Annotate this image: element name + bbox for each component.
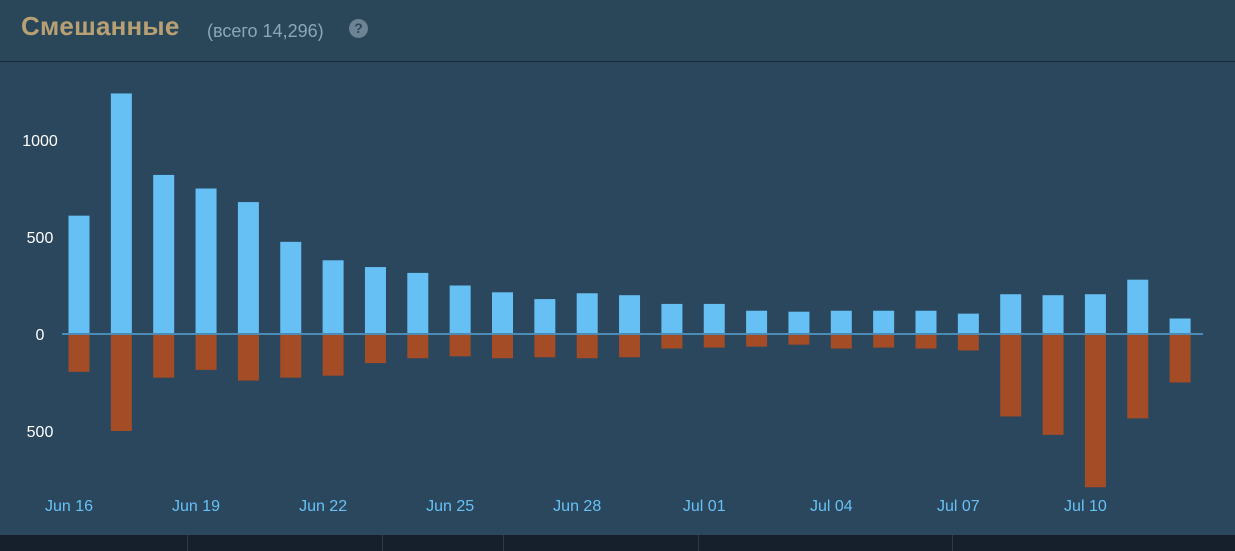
y-tick-label: 0 bbox=[36, 327, 45, 344]
x-tick-label: Jul 10 bbox=[1064, 498, 1107, 515]
x-tick-label: Jul 04 bbox=[810, 498, 853, 515]
negative-review-bar[interactable] bbox=[237, 334, 259, 381]
negative-review-bar[interactable] bbox=[407, 334, 429, 359]
y-tick-label: 1000 bbox=[22, 133, 58, 150]
negative-review-bar[interactable] bbox=[1084, 334, 1106, 488]
positive-review-bar[interactable] bbox=[195, 188, 217, 335]
negative-review-bar[interactable] bbox=[788, 334, 810, 345]
x-tick-label: Jun 22 bbox=[299, 498, 347, 515]
footer-divider bbox=[698, 535, 699, 551]
positive-review-bar[interactable] bbox=[364, 267, 386, 334]
negative-review-bar[interactable] bbox=[534, 334, 556, 358]
positive-review-bar[interactable] bbox=[322, 260, 344, 334]
positive-review-bar[interactable] bbox=[153, 174, 175, 334]
x-tick-label: Jul 01 bbox=[683, 498, 726, 515]
positive-review-bar[interactable] bbox=[915, 310, 937, 334]
positive-review-bar[interactable] bbox=[1000, 294, 1022, 334]
y-tick-label: 500 bbox=[27, 424, 54, 441]
negative-review-bar[interactable] bbox=[1127, 334, 1149, 419]
positive-review-bar[interactable] bbox=[492, 292, 513, 334]
negative-review-bar[interactable] bbox=[1169, 334, 1191, 383]
negative-review-bar[interactable] bbox=[153, 334, 175, 378]
positive-review-bar[interactable] bbox=[788, 311, 810, 334]
positive-review-bar[interactable] bbox=[68, 215, 90, 334]
negative-review-bar[interactable] bbox=[830, 334, 852, 349]
negative-review-bar[interactable] bbox=[915, 334, 937, 349]
footer-divider bbox=[952, 535, 953, 551]
negative-review-bar[interactable] bbox=[703, 334, 725, 348]
negative-review-bar[interactable] bbox=[576, 334, 598, 359]
histogram-header: Смешанные (всего 14,296) ? bbox=[0, 0, 1235, 62]
histogram-chart: 1000 500 0 500 Jun 16 Jun 19 Jun 22 Jun 25 Jun 2… bbox=[0, 62, 1235, 535]
footer-divider bbox=[187, 535, 188, 551]
x-tick-label: Jul 07 bbox=[937, 498, 980, 515]
positive-review-bar[interactable] bbox=[619, 295, 641, 334]
histogram-footer-bar bbox=[0, 535, 1235, 551]
negative-review-bar[interactable] bbox=[364, 334, 386, 364]
footer-divider bbox=[503, 535, 504, 551]
negative-review-bar[interactable] bbox=[195, 334, 217, 370]
positive-review-bar[interactable] bbox=[703, 303, 725, 334]
positive-review-bar[interactable] bbox=[110, 93, 132, 334]
negative-review-bar[interactable] bbox=[957, 334, 979, 351]
negative-review-bar[interactable] bbox=[449, 334, 471, 357]
positive-review-bar[interactable] bbox=[746, 310, 768, 334]
positive-review-bar[interactable] bbox=[873, 310, 895, 334]
positive-review-bar[interactable] bbox=[957, 313, 979, 334]
positive-review-bar[interactable] bbox=[449, 285, 471, 335]
review-total-count: (всего 14,296) bbox=[207, 21, 324, 41]
negative-review-bar[interactable] bbox=[746, 334, 768, 347]
negative-review-bar[interactable] bbox=[873, 334, 895, 348]
negative-review-bar[interactable] bbox=[492, 334, 513, 359]
negative-review-bar[interactable] bbox=[619, 334, 641, 358]
question-mark-icon[interactable]: ? bbox=[349, 19, 368, 38]
footer-divider bbox=[382, 535, 383, 551]
positive-review-bar[interactable] bbox=[661, 303, 683, 334]
negative-review-bar[interactable] bbox=[280, 334, 302, 378]
negative-review-bar[interactable] bbox=[322, 334, 344, 376]
negative-review-bar[interactable] bbox=[661, 334, 683, 349]
positive-review-bar[interactable] bbox=[534, 299, 556, 334]
positive-review-bar[interactable] bbox=[1042, 295, 1064, 334]
x-tick-label: Jun 28 bbox=[553, 498, 601, 515]
positive-review-bar[interactable] bbox=[407, 272, 429, 334]
negative-review-bar[interactable] bbox=[68, 334, 90, 372]
x-tick-label: Jun 25 bbox=[426, 498, 474, 515]
y-tick-label: 500 bbox=[27, 230, 54, 247]
positive-review-bar[interactable] bbox=[1084, 294, 1106, 334]
positive-review-bar[interactable] bbox=[576, 293, 598, 334]
histogram-svg: 1000 500 0 500 Jun 16 Jun 19 Jun 22 Jun 25 Jun 2… bbox=[22, 93, 1203, 515]
positive-review-bar[interactable] bbox=[1127, 279, 1149, 334]
positive-review-bar[interactable] bbox=[830, 310, 852, 334]
x-tick-label: Jun 16 bbox=[45, 498, 93, 515]
x-tick-label: Jun 19 bbox=[172, 498, 220, 515]
negative-review-bar[interactable] bbox=[1042, 334, 1064, 435]
negative-review-bar[interactable] bbox=[110, 334, 132, 431]
review-summary-rating: Смешанные bbox=[21, 11, 180, 41]
positive-review-bar[interactable] bbox=[280, 241, 302, 334]
positive-review-bar[interactable] bbox=[237, 202, 259, 334]
cropped-heading-fragment bbox=[0, 0, 1235, 6]
positive-review-bar[interactable] bbox=[1169, 318, 1191, 334]
negative-review-bar[interactable] bbox=[1000, 334, 1022, 417]
